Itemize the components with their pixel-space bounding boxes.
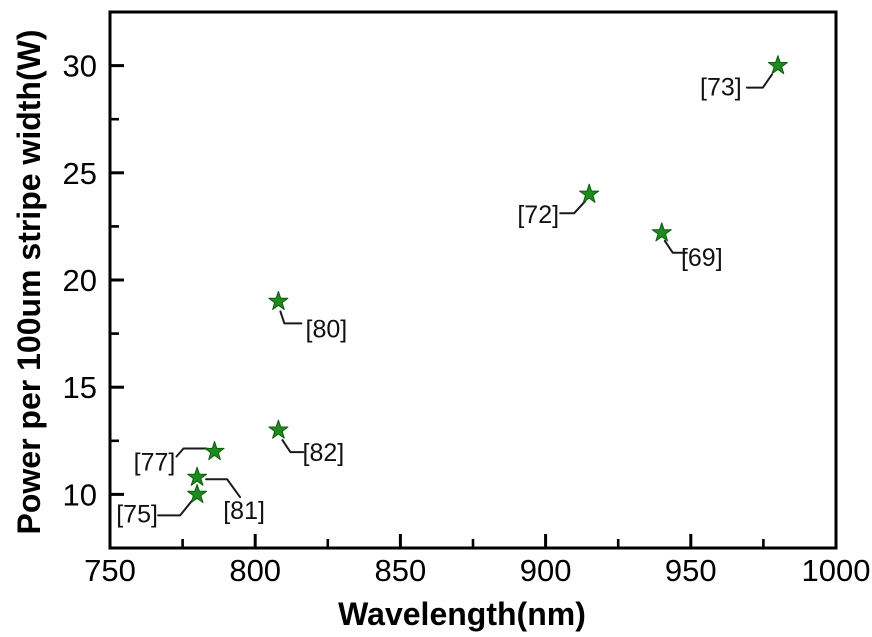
data-point-star [579, 183, 600, 203]
y-tick-label: 25 [63, 156, 97, 191]
data-point-star [187, 466, 208, 486]
point-reference-label: [81] [223, 497, 265, 525]
x-tick-label: 850 [375, 553, 427, 588]
x-tick-label: 800 [229, 553, 281, 588]
point-reference-label: [75] [116, 500, 158, 528]
annotation-leader-line [745, 73, 773, 89]
y-tick-label: 10 [63, 477, 97, 512]
data-point-star [268, 290, 289, 310]
data-point-star [651, 222, 672, 242]
point-reference-label: [80] [306, 315, 348, 343]
annotation-leader-line [663, 239, 688, 254]
data-point-star [767, 55, 788, 75]
annotation-leader-line [281, 439, 305, 454]
data-layer: [75] [81] [77] [82] [80] [72] [69] [73] [116, 55, 788, 528]
y-tick-label: 20 [63, 263, 97, 298]
annotation-leader-line [175, 447, 208, 458]
plot-border [108, 10, 838, 550]
data-point-star [268, 419, 289, 439]
y-axis-title: Power per 100um stripe width(W) [11, 30, 47, 535]
y-tick-label: 30 [63, 49, 97, 84]
annotation-leader-line [157, 498, 195, 517]
x-axis-title: Wavelength(nm) [338, 596, 586, 632]
point-reference-label: [73] [700, 74, 742, 102]
data-point-star [204, 441, 225, 461]
data-point-star [187, 483, 208, 503]
ticks-layer: 750 800 850 900 950 1000 10 15 20 25 30 [63, 49, 871, 588]
point-reference-label: [77] [134, 449, 176, 477]
x-tick-label: 950 [665, 553, 717, 588]
x-tick-label: 750 [84, 553, 136, 588]
point-reference-label: [69] [681, 244, 723, 272]
point-reference-label: [72] [517, 201, 559, 229]
plot-frame-layer [108, 10, 838, 550]
annotation-leader-line [279, 310, 303, 325]
annotation-leader-line [559, 200, 587, 215]
annotation-leader-line [205, 478, 242, 499]
x-tick-label: 900 [520, 553, 572, 588]
point-reference-label: [82] [303, 439, 345, 467]
y-tick-label: 15 [63, 370, 97, 405]
x-tick-label: 1000 [802, 553, 871, 588]
